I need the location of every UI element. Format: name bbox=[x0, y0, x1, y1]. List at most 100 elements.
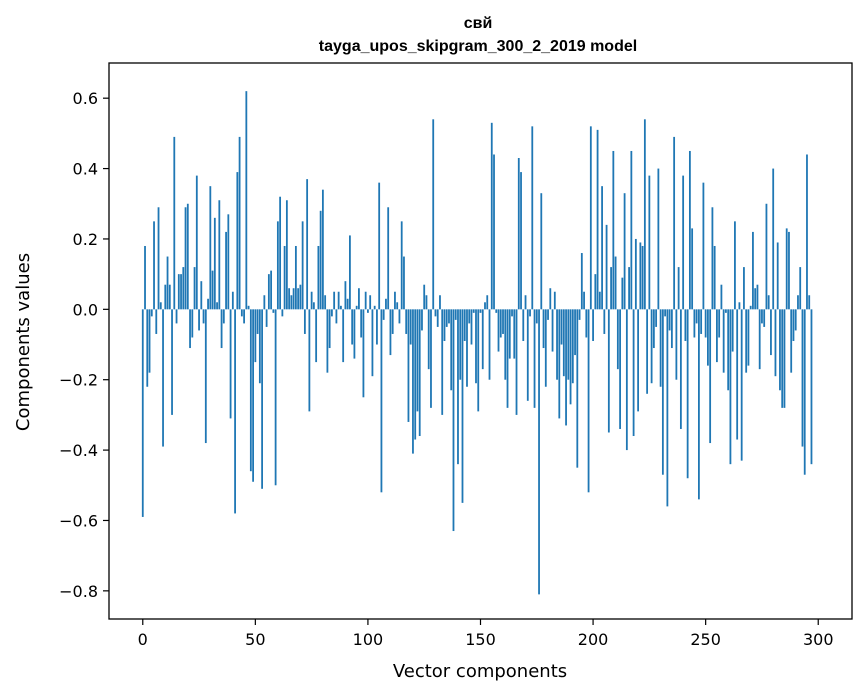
bar-222 bbox=[641, 245, 644, 310]
bar-36 bbox=[222, 309, 225, 324]
bar-123 bbox=[418, 309, 421, 437]
bar-178 bbox=[542, 309, 545, 349]
bar-54 bbox=[263, 295, 266, 310]
bar-209 bbox=[612, 150, 615, 310]
bar-118 bbox=[407, 309, 410, 422]
bar-113 bbox=[396, 302, 399, 310]
bar-174 bbox=[533, 309, 536, 408]
bar-78 bbox=[317, 245, 320, 310]
bar-177 bbox=[540, 193, 543, 310]
chart-title: свй bbox=[464, 15, 493, 32]
bar-43 bbox=[238, 136, 241, 310]
bar-170 bbox=[524, 295, 527, 310]
bar-11 bbox=[166, 256, 169, 310]
bar-207 bbox=[607, 309, 610, 433]
bar-251 bbox=[707, 309, 709, 366]
bar-98 bbox=[362, 309, 365, 398]
bar-87 bbox=[337, 291, 340, 310]
bar-199 bbox=[589, 126, 592, 310]
bar-213 bbox=[621, 277, 624, 310]
bar-45 bbox=[243, 309, 245, 324]
x-tick-label-6: 300 bbox=[803, 630, 834, 649]
bar-14 bbox=[173, 136, 176, 310]
bar-253 bbox=[711, 207, 714, 310]
bar-84 bbox=[331, 309, 333, 317]
bar-270 bbox=[749, 305, 752, 310]
bar-102 bbox=[371, 309, 374, 377]
bar-246 bbox=[695, 309, 698, 324]
bar-232 bbox=[664, 309, 667, 317]
y-tick-label-0: −0.8 bbox=[59, 582, 98, 601]
bar-167 bbox=[517, 158, 520, 310]
bar-194 bbox=[578, 309, 581, 320]
bar-217 bbox=[630, 150, 633, 310]
bar-143 bbox=[463, 309, 466, 341]
bar-28 bbox=[204, 309, 207, 444]
bar-225 bbox=[648, 175, 651, 310]
bar-184 bbox=[556, 309, 558, 380]
bar-254 bbox=[713, 245, 716, 310]
bar-284 bbox=[781, 309, 784, 408]
bar-244 bbox=[691, 228, 694, 310]
bar-7 bbox=[157, 207, 160, 310]
bar-294 bbox=[803, 309, 806, 475]
bar-210 bbox=[614, 256, 617, 310]
y-tick-label-6: 0.4 bbox=[73, 160, 98, 179]
bar-126 bbox=[425, 295, 428, 310]
bar-37 bbox=[225, 231, 227, 310]
bar-165 bbox=[513, 309, 516, 359]
bar-267 bbox=[743, 267, 745, 310]
bar-86 bbox=[335, 309, 338, 324]
bar-180 bbox=[547, 309, 549, 320]
bar-50 bbox=[254, 309, 257, 363]
bar-181 bbox=[549, 288, 552, 310]
bar-179 bbox=[544, 309, 547, 387]
bar-31 bbox=[211, 270, 214, 310]
bar-173 bbox=[531, 126, 534, 310]
bar-67 bbox=[292, 288, 295, 310]
bar-10 bbox=[164, 284, 167, 310]
bar-190 bbox=[569, 309, 572, 405]
bar-150 bbox=[479, 309, 482, 313]
bar-56 bbox=[267, 274, 270, 310]
bar-5 bbox=[153, 221, 155, 310]
bar-168 bbox=[520, 172, 522, 310]
bar-6 bbox=[155, 309, 158, 334]
bar-196 bbox=[583, 291, 585, 310]
bar-279 bbox=[770, 309, 772, 356]
bar-12 bbox=[168, 284, 171, 310]
y-axis-label: Components values bbox=[13, 253, 34, 431]
bar-100 bbox=[367, 309, 369, 313]
bar-125 bbox=[423, 284, 426, 310]
bar-163 bbox=[508, 309, 511, 359]
bar-169 bbox=[522, 309, 525, 341]
bar-243 bbox=[688, 150, 691, 310]
bar-240 bbox=[682, 175, 685, 310]
bar-153 bbox=[486, 295, 489, 310]
bar-104 bbox=[376, 309, 378, 345]
bar-60 bbox=[276, 221, 279, 310]
bar-241 bbox=[684, 309, 687, 341]
bar-17 bbox=[180, 274, 182, 310]
chart-subtitle: tayga_upos_skipgram_300_2_2019 model bbox=[319, 38, 637, 55]
bar-33 bbox=[216, 302, 218, 310]
bar-47 bbox=[247, 305, 250, 310]
bar-97 bbox=[360, 309, 363, 338]
bar-161 bbox=[504, 309, 507, 380]
bar-182 bbox=[551, 309, 554, 352]
bar-185 bbox=[558, 309, 561, 419]
bar-148 bbox=[475, 309, 477, 384]
bar-40 bbox=[231, 291, 234, 310]
bar-233 bbox=[666, 309, 669, 507]
bar-68 bbox=[294, 245, 297, 310]
bar-42 bbox=[236, 172, 239, 310]
bars-group bbox=[141, 91, 813, 595]
bar-261 bbox=[729, 309, 732, 465]
bar-293 bbox=[801, 309, 804, 447]
bar-272 bbox=[754, 288, 757, 310]
bar-203 bbox=[598, 291, 601, 310]
bar-69 bbox=[297, 288, 300, 310]
bar-3 bbox=[148, 309, 151, 373]
bar-16 bbox=[177, 274, 180, 310]
